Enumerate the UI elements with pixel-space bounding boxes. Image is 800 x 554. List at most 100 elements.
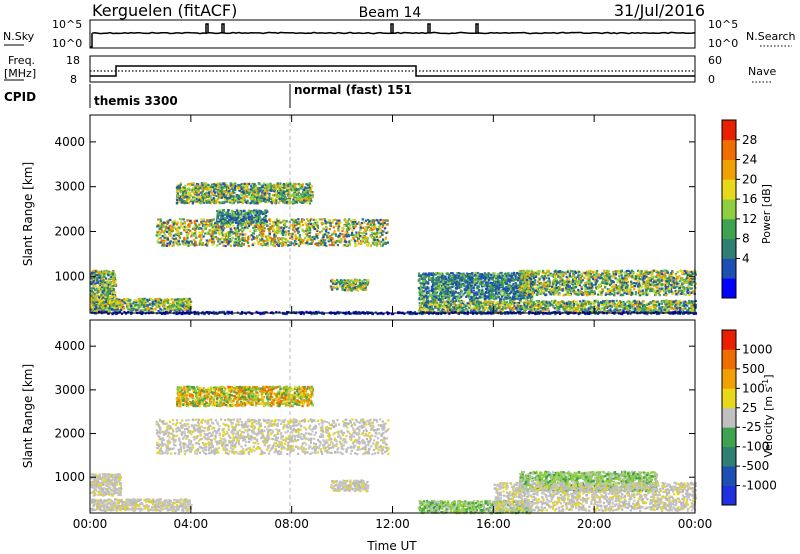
echo-cell bbox=[312, 222, 315, 225]
echo-cell bbox=[536, 300, 539, 303]
echo-cell bbox=[476, 305, 479, 308]
echo-cell bbox=[267, 185, 270, 188]
echo-cell bbox=[277, 241, 280, 244]
echo-cell bbox=[91, 272, 94, 275]
echo-cell bbox=[134, 303, 137, 307]
echo-cell bbox=[339, 239, 342, 242]
echo-cell bbox=[338, 234, 341, 237]
echo-cell bbox=[136, 309, 139, 312]
echo-cell bbox=[250, 185, 253, 188]
echo-cell bbox=[223, 190, 226, 193]
echo-cell bbox=[361, 226, 364, 229]
echo-cell bbox=[121, 300, 124, 303]
echo-cell bbox=[240, 212, 243, 215]
echo-cell bbox=[105, 280, 108, 283]
echo-cell bbox=[632, 300, 635, 303]
echo-cell bbox=[307, 194, 311, 197]
echo-cell bbox=[322, 235, 325, 238]
echo-cell bbox=[381, 238, 385, 241]
echo-cell bbox=[232, 217, 235, 220]
echo-cell bbox=[235, 195, 238, 198]
echo-cell bbox=[189, 240, 192, 243]
echo-cell bbox=[351, 219, 354, 222]
echo-cell bbox=[206, 232, 209, 235]
echo-cell bbox=[233, 243, 236, 246]
echo-cell bbox=[252, 190, 255, 193]
echo-cell bbox=[367, 218, 370, 221]
echo-cell bbox=[208, 220, 211, 223]
echo-cell bbox=[246, 239, 249, 243]
echo-cell bbox=[201, 182, 204, 185]
echo-cell bbox=[320, 218, 323, 221]
echo-cell bbox=[114, 291, 117, 294]
echo-cell bbox=[266, 191, 269, 194]
echo-cell bbox=[115, 297, 118, 301]
echo-cell bbox=[648, 310, 651, 313]
echo-cell bbox=[171, 304, 174, 307]
echo-cell bbox=[220, 227, 223, 230]
echo-cell bbox=[276, 227, 279, 230]
echo-cell bbox=[182, 192, 185, 195]
echo-cell bbox=[145, 298, 149, 301]
echo-cell bbox=[323, 228, 326, 231]
echo-cell bbox=[107, 272, 110, 275]
echo-cell bbox=[178, 197, 181, 200]
echo-cell bbox=[150, 297, 153, 301]
echo-cell bbox=[264, 193, 267, 196]
echo-cell bbox=[202, 201, 206, 204]
echo-cell bbox=[95, 305, 98, 309]
echo-cell bbox=[619, 300, 622, 303]
echo-cell bbox=[375, 233, 379, 236]
echo-cell bbox=[353, 218, 356, 221]
echo-cell bbox=[575, 307, 578, 310]
echo-cell bbox=[207, 195, 210, 198]
echo-cell bbox=[280, 238, 283, 241]
echo-cell bbox=[376, 229, 379, 232]
echo-cell bbox=[206, 244, 209, 247]
echo-cell bbox=[191, 190, 194, 193]
echo-cell bbox=[253, 195, 256, 198]
echo-cell bbox=[256, 220, 259, 223]
echo-cell bbox=[355, 223, 358, 226]
echo-cell bbox=[137, 306, 140, 309]
echo-cell bbox=[461, 306, 464, 309]
echo-cell bbox=[322, 222, 326, 225]
echo-cell bbox=[171, 228, 174, 231]
echo-cell bbox=[218, 189, 221, 192]
echo-cell bbox=[180, 301, 183, 305]
echo-cell bbox=[382, 219, 385, 222]
echo-cell bbox=[326, 221, 329, 224]
echo-cell bbox=[197, 195, 200, 198]
echo-cell bbox=[110, 293, 113, 296]
echo-cell bbox=[455, 304, 458, 307]
echo-cell bbox=[312, 235, 315, 239]
echo-cell bbox=[120, 308, 123, 311]
echo-cell bbox=[187, 306, 190, 309]
echo-cell bbox=[240, 242, 244, 245]
echo-cell bbox=[252, 217, 255, 220]
echo-cell bbox=[96, 287, 99, 290]
echo-cell bbox=[239, 200, 242, 203]
echo-cell bbox=[281, 194, 284, 197]
echo-cell bbox=[556, 303, 559, 306]
echo-cell bbox=[296, 227, 299, 230]
echo-cell bbox=[267, 240, 270, 243]
echo-cell bbox=[182, 191, 185, 194]
echo-cell bbox=[193, 232, 196, 235]
echo-cell bbox=[519, 304, 522, 308]
echo-cell bbox=[248, 209, 251, 212]
echo-cell bbox=[644, 303, 647, 306]
echo-cell bbox=[331, 221, 334, 224]
echo-cell bbox=[260, 186, 263, 189]
echo-cell bbox=[343, 280, 346, 283]
echo-cell bbox=[309, 184, 313, 188]
echo-cell bbox=[229, 222, 232, 225]
echo-cell bbox=[382, 242, 385, 245]
echo-cell bbox=[216, 229, 219, 232]
echo-cell bbox=[294, 227, 297, 231]
echo-cell bbox=[360, 241, 363, 244]
echo-cell bbox=[292, 224, 295, 227]
echo-cell bbox=[309, 188, 312, 192]
echo-cell bbox=[91, 296, 95, 299]
